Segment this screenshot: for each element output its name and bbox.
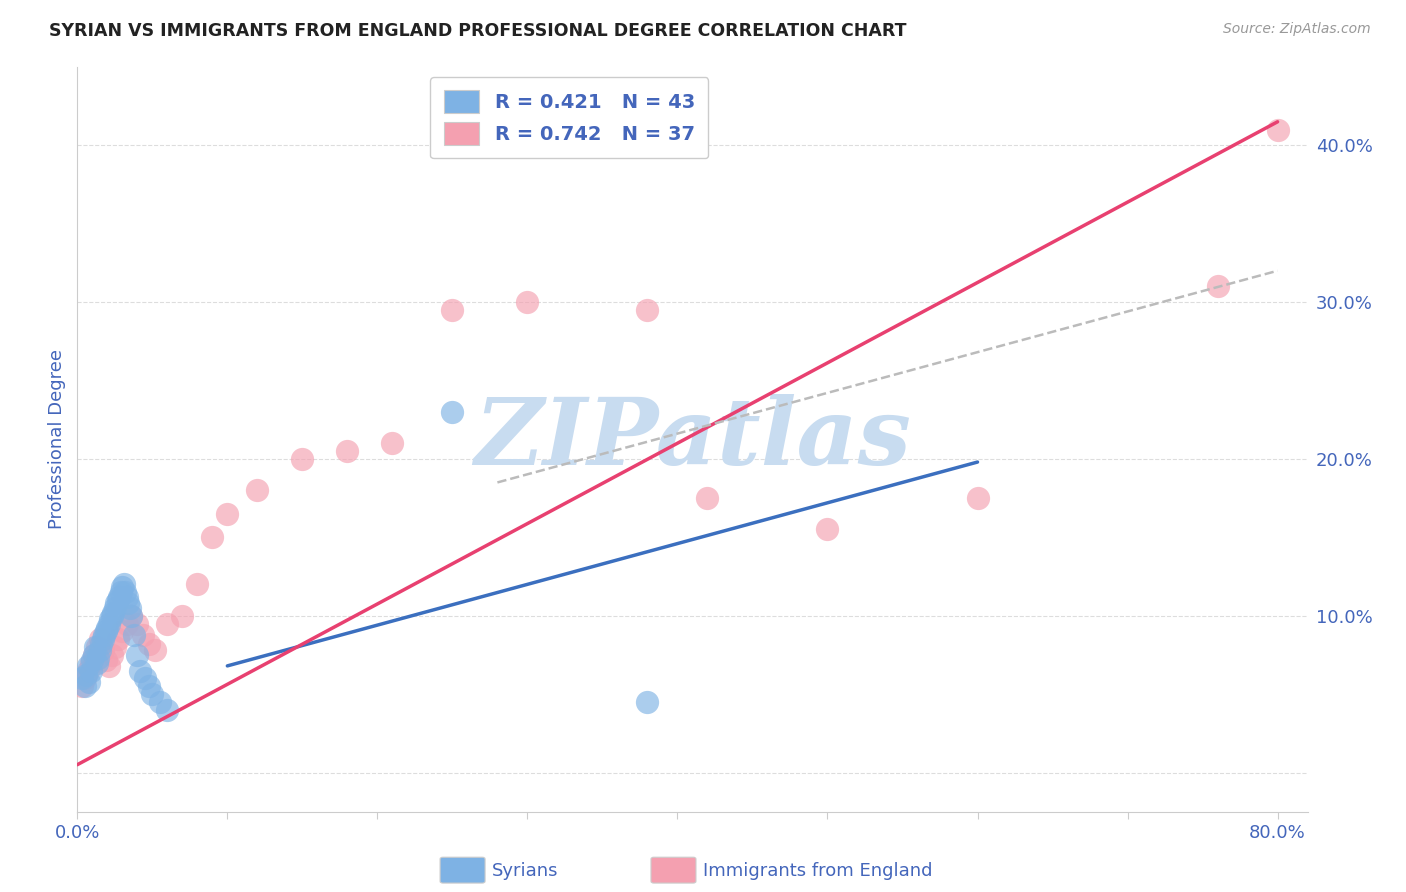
Point	[91, 643, 114, 657]
Point	[441, 405, 464, 419]
Point	[104, 640, 127, 654]
Text: Immigrants from England: Immigrants from England	[703, 862, 932, 880]
Point	[107, 593, 129, 607]
Point	[117, 596, 139, 610]
Point	[76, 659, 98, 673]
Point	[636, 302, 658, 317]
Point	[120, 608, 142, 623]
Text: Syrians: Syrians	[492, 862, 558, 880]
Point	[138, 679, 160, 693]
Point	[1267, 122, 1289, 136]
Point	[87, 651, 110, 665]
Point	[103, 606, 125, 620]
Point	[73, 672, 96, 686]
Point	[120, 608, 142, 623]
Point	[104, 600, 127, 615]
Point	[110, 585, 132, 599]
Point	[156, 703, 179, 717]
Point	[134, 672, 156, 686]
Point	[90, 637, 112, 651]
Point	[83, 648, 105, 662]
Point	[127, 616, 149, 631]
Point	[98, 612, 121, 626]
Point	[94, 652, 117, 666]
Point	[129, 664, 152, 678]
Point	[441, 302, 464, 317]
Point	[112, 577, 135, 591]
Point	[105, 596, 128, 610]
Point	[115, 616, 138, 631]
Point	[101, 608, 124, 623]
Point	[79, 674, 101, 689]
Point	[636, 695, 658, 709]
Text: Source: ZipAtlas.com: Source: ZipAtlas.com	[1223, 22, 1371, 37]
Point	[94, 624, 117, 639]
Point	[91, 632, 114, 647]
Point	[70, 672, 93, 686]
Point	[107, 632, 129, 647]
Point	[80, 656, 103, 670]
Point	[97, 659, 120, 673]
Point	[80, 664, 103, 678]
Point	[73, 679, 96, 693]
Point	[291, 451, 314, 466]
Point	[118, 600, 141, 615]
Point	[89, 643, 111, 657]
Point	[817, 523, 839, 537]
Point	[186, 577, 208, 591]
Point	[138, 637, 160, 651]
Point	[696, 491, 718, 505]
Point	[966, 491, 988, 505]
Point	[246, 483, 269, 498]
Text: SYRIAN VS IMMIGRANTS FROM ENGLAND PROFESSIONAL DEGREE CORRELATION CHART: SYRIAN VS IMMIGRANTS FROM ENGLAND PROFES…	[49, 22, 907, 40]
Point	[115, 590, 138, 604]
Point	[97, 616, 120, 631]
Point	[75, 668, 97, 682]
Y-axis label: Professional Degree: Professional Degree	[48, 350, 66, 529]
Point	[149, 695, 172, 709]
Point	[89, 632, 111, 647]
Point	[172, 608, 194, 623]
Point	[83, 648, 105, 662]
Text: ZIPatlas: ZIPatlas	[474, 394, 911, 484]
Point	[336, 444, 359, 458]
Point	[114, 585, 136, 599]
Point	[201, 530, 224, 544]
Point	[82, 652, 104, 666]
Point	[124, 627, 146, 641]
Point	[76, 664, 98, 678]
Point	[86, 656, 108, 670]
Point	[93, 627, 115, 641]
Point	[156, 616, 179, 631]
Point	[127, 648, 149, 662]
Point	[516, 295, 538, 310]
Point	[70, 679, 93, 693]
Point	[96, 621, 118, 635]
Point	[111, 581, 134, 595]
Point	[108, 590, 131, 604]
Point	[381, 436, 404, 450]
Point	[132, 627, 155, 641]
Point	[217, 507, 239, 521]
Point	[111, 624, 134, 639]
Point	[101, 648, 124, 662]
Point	[1206, 279, 1229, 293]
Legend: R = 0.421   N = 43, R = 0.742   N = 37: R = 0.421 N = 43, R = 0.742 N = 37	[430, 77, 709, 159]
Point	[141, 687, 163, 701]
Point	[86, 640, 108, 654]
Point	[84, 640, 107, 654]
Point	[143, 643, 166, 657]
